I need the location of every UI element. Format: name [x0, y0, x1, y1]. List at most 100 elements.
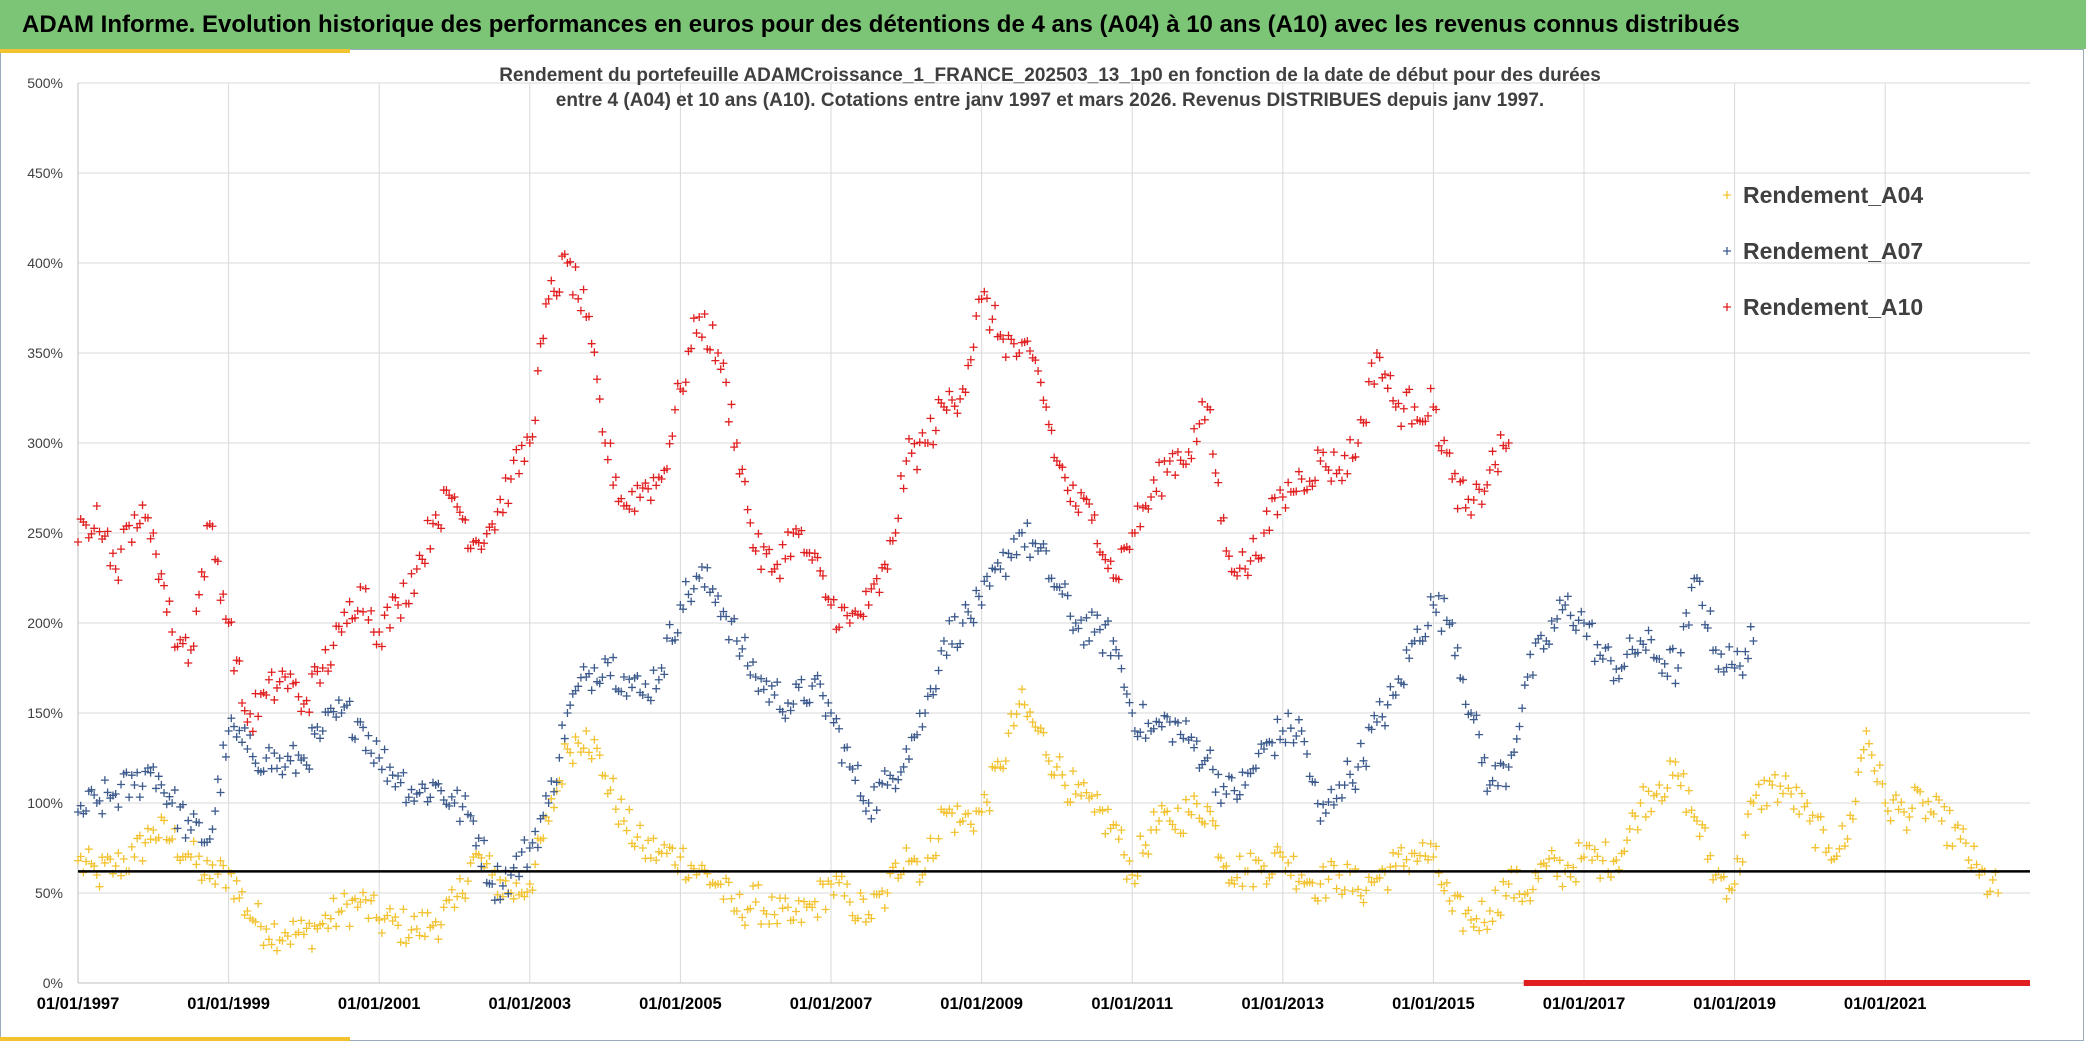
rendement-a04-point: [1805, 817, 1814, 825]
rendement-a07-point: [490, 896, 499, 905]
rendement-a04-point: [1502, 891, 1511, 900]
rendement-a04-point: [1424, 855, 1433, 864]
rendement-a04-point: [84, 845, 93, 854]
rendement-a04-point: [853, 914, 862, 923]
rendement-a07-point: [974, 592, 983, 601]
rendement-a04-point: [1787, 790, 1796, 798]
rendement-a10-point: [593, 375, 602, 384]
rendement-a10-point: [74, 538, 82, 546]
rendement-a04-point: [1972, 860, 1981, 869]
rendement-a07-point: [445, 801, 454, 810]
rendement-a04-point: [1757, 805, 1766, 814]
rendement-a04-point: [1940, 802, 1949, 811]
rendement-a10-point: [719, 359, 728, 368]
rendement-a10-point: [1063, 486, 1072, 495]
rendement-a07-point: [1066, 612, 1075, 621]
rendement-a07-point: [964, 607, 973, 616]
rendement-a10-point: [1480, 487, 1489, 496]
rendement-a07-point: [1007, 553, 1016, 562]
rendement-a07-point: [270, 749, 279, 758]
rendement-a10-point: [283, 684, 292, 693]
rendement-a04-point: [1523, 889, 1532, 897]
rendement-a10-point: [229, 666, 238, 675]
rendement-a07-point: [90, 790, 99, 799]
rendement-a10-point: [1351, 452, 1360, 461]
rendement-a04-point: [146, 835, 155, 844]
rendement-a04-point: [350, 894, 359, 903]
rendement-a04-point: [679, 844, 688, 853]
rendement-a10-point: [1278, 493, 1287, 501]
rendement-a04-point: [684, 873, 693, 882]
rendement-a10-point: [708, 321, 717, 330]
rendement-a07-point: [1346, 770, 1355, 779]
rendement-a04-point: [326, 914, 335, 923]
rendement-a07-point: [861, 807, 870, 816]
rendement-a10-point: [138, 501, 147, 510]
rendement-a04-point: [1329, 861, 1338, 870]
rendement-a04-point: [1187, 810, 1196, 819]
rendement-a07-point: [372, 737, 381, 746]
rendement-a10-point: [480, 539, 489, 548]
rendement-a10-point: [665, 439, 674, 448]
rendement-a04-point: [800, 897, 809, 906]
rendement-a10-point: [1276, 486, 1285, 495]
rendement-a04-point: [313, 924, 322, 933]
rendement-a07-point: [127, 771, 136, 780]
rendement-a07-point: [1259, 745, 1268, 753]
rendement-a10-point: [1467, 511, 1476, 519]
rendement-a07-point: [1085, 636, 1094, 645]
rendement-a07-point: [999, 548, 1008, 557]
rendement-a07-point: [1580, 619, 1588, 627]
rendement-a10-point: [297, 707, 306, 716]
rendement-a04-point: [264, 935, 273, 944]
returns-scatter-chart: 0% 50% 100% 150% 200% 250% 300% 350% 400% 450% 500…: [27, 65, 2030, 1013]
rendement-a10-point: [1225, 552, 1234, 561]
rendement-a04-point: [1233, 873, 1242, 882]
rendement-a10-point: [275, 677, 284, 686]
rendement-a10-point: [1211, 469, 1220, 478]
rendement-a07-point: [1746, 622, 1755, 631]
rendement-a07-point: [1130, 726, 1139, 735]
rendement-a07-point: [767, 681, 776, 690]
rendement-a10-point: [775, 574, 784, 583]
rendement-a07-point: [1155, 718, 1164, 727]
rendement-a07-point: [732, 637, 741, 645]
rendement-a10-point: [1039, 396, 1048, 405]
rendement-a04-point: [356, 898, 365, 906]
rendement-a07-point: [1488, 776, 1497, 785]
rendement-a10-point: [125, 521, 134, 530]
rendement-a07-point: [345, 697, 354, 706]
rendement-a10-point: [396, 613, 405, 622]
rendement-a04-point: [1623, 836, 1632, 845]
rendement-a10-point: [751, 547, 760, 555]
rendement-a10-point: [697, 333, 706, 342]
rendement-a04-point: [582, 727, 591, 735]
legend-marker: [1723, 303, 1731, 311]
rendement-a10-point: [520, 457, 529, 466]
rendement-a04-point: [601, 772, 610, 780]
rendement-a04-point: [1321, 893, 1330, 902]
rendement-a10-point: [808, 556, 817, 564]
rendement-a10-point: [273, 683, 282, 692]
rendement-a04-point: [550, 803, 559, 812]
rendement-a10-point: [372, 640, 381, 649]
rendement-a07-point: [574, 682, 583, 691]
rendement-a04-point: [671, 861, 680, 870]
rendement-a10-point: [383, 603, 392, 612]
rendement-a10-point: [977, 295, 986, 303]
rendement-a07-point: [603, 658, 612, 667]
rendement-a10-point: [329, 641, 338, 650]
y-tick-label: 250%: [27, 525, 63, 541]
rendement-a04-point: [1238, 882, 1247, 891]
rendement-a04-point: [238, 887, 247, 896]
rendement-a04-point: [493, 890, 502, 899]
rendement-a07-point: [942, 651, 951, 660]
rendement-a04-point: [1660, 792, 1669, 801]
rendement-a04-point: [1631, 812, 1640, 821]
rendement-a07-point: [1173, 718, 1182, 727]
rendement-a07-point: [1429, 601, 1438, 609]
rendement-a10-point: [1450, 469, 1459, 478]
rendement-a04-point: [82, 857, 91, 866]
rendement-a04-point: [644, 836, 653, 845]
rendement-a04-point: [1402, 855, 1411, 864]
